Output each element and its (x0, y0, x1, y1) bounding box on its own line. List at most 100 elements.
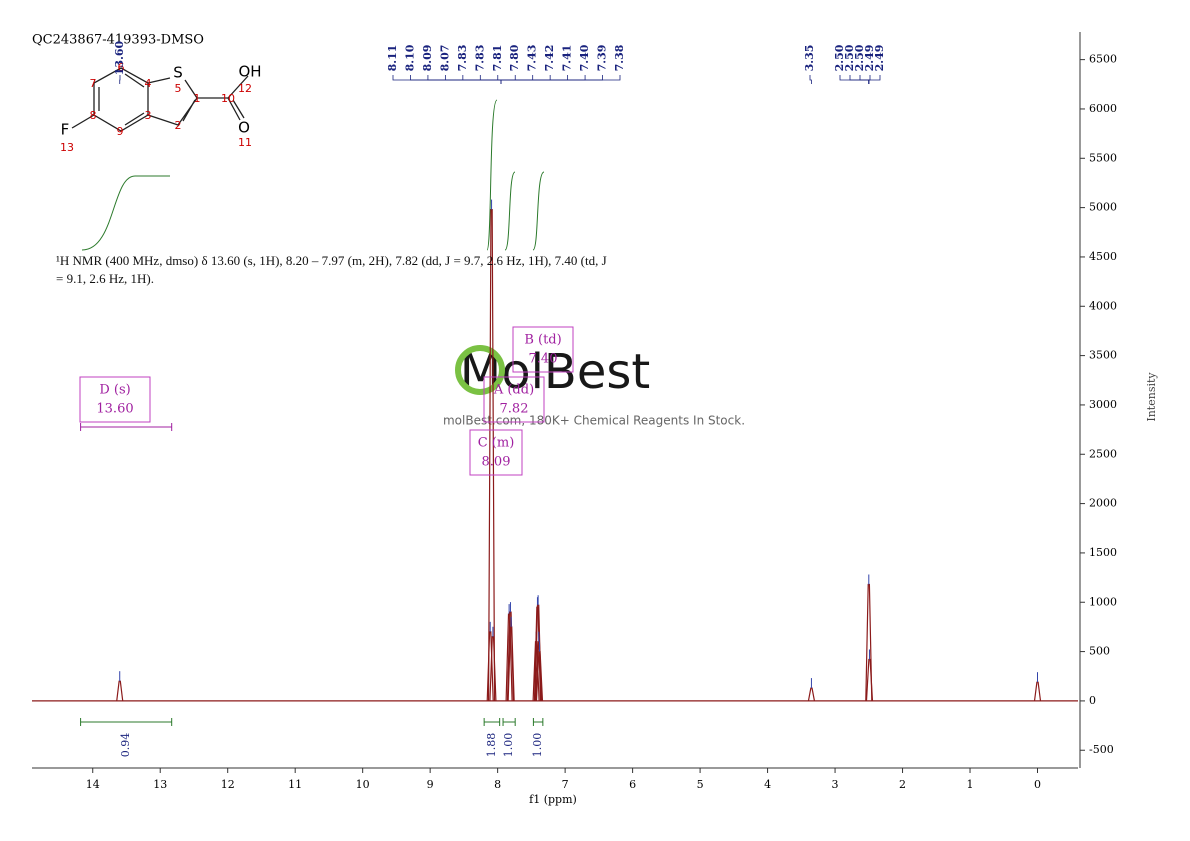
y-tick-label: 0 (1089, 694, 1096, 707)
y-tick-label: 6500 (1089, 53, 1117, 66)
peak-label-connector (500, 75, 621, 84)
x-axis-label: f1 (ppm) (529, 793, 577, 806)
x-tick-label: 12 (221, 778, 235, 791)
peak-label: 7.80 (508, 44, 521, 71)
multiplet-box (483, 376, 545, 423)
peak-label-connector (839, 75, 870, 84)
peak-label-connector (849, 75, 870, 84)
peak-label-connector (497, 75, 502, 84)
peak-label: 2.50 (833, 44, 846, 71)
atom-number: 9 (117, 125, 124, 138)
integral-range (532, 718, 544, 726)
peak (507, 626, 515, 701)
atom-number: 10 (221, 92, 235, 105)
peak-label: 7.81 (491, 45, 504, 72)
x-tick-label: 13 (153, 778, 167, 791)
atom-number: 11 (238, 136, 252, 149)
atom-number: 6 (118, 61, 125, 74)
integral-range (80, 718, 173, 726)
peak-label-connector (392, 75, 502, 84)
atom-number: 1 (194, 92, 201, 105)
integral-value: 1.88 (485, 733, 498, 758)
atom-number: 5 (175, 82, 182, 95)
peak-label: 2.50 (843, 44, 856, 71)
peak-label-connector (500, 75, 516, 84)
peak-label: 3.35 (803, 45, 816, 72)
peak-label: 7.83 (473, 45, 486, 72)
peak (535, 650, 544, 701)
peak-label-connector (500, 75, 551, 84)
atom-label: OH (238, 63, 261, 81)
peak (489, 636, 497, 701)
integral-range (483, 718, 501, 726)
y-tick-label: 5000 (1089, 201, 1117, 214)
x-tick-label: 14 (86, 778, 100, 791)
atom-number: 13 (60, 141, 74, 154)
peak-label-connector (809, 75, 812, 84)
peak-label: 8.09 (421, 45, 434, 72)
title: QC243867-419393-DMSO (32, 33, 204, 48)
x-tick-label: 9 (427, 778, 434, 791)
atom-number: 8 (90, 109, 97, 122)
multiplet-shift: 7.40 (529, 352, 558, 367)
y-tick-label: 5500 (1089, 151, 1117, 164)
atom-number: 7 (90, 77, 97, 90)
y-tick-label: 2000 (1089, 497, 1117, 510)
multiplet-box (469, 429, 523, 476)
x-tick-label: 10 (356, 778, 370, 791)
x-tick-label: 6 (629, 778, 636, 791)
peak (807, 687, 816, 702)
y-tick-label: 6000 (1089, 102, 1117, 115)
x-tick-label: 2 (899, 778, 906, 791)
multiplet-label: C (m) (478, 436, 515, 451)
peak (1033, 681, 1042, 701)
peak-label: 7.39 (596, 45, 609, 72)
peak-label: 7.38 (613, 44, 626, 71)
nmr-description: ¹H NMR (400 MHz, dmso) δ 13.60 (s, 1H), … (56, 253, 607, 286)
multiplet-shift: 13.60 (96, 402, 133, 417)
y-tick-label: 1000 (1089, 595, 1117, 608)
peak-label: 8.10 (403, 44, 416, 71)
y-tick-label: 1500 (1089, 546, 1117, 559)
integral-value: 1.00 (502, 733, 515, 758)
peak-label: 13.60 (113, 40, 126, 75)
x-tick-label: 4 (764, 778, 771, 791)
multiplet-shift: 7.82 (500, 402, 529, 417)
multiplet-label: D (s) (99, 383, 130, 398)
y-tick-label: 3500 (1089, 349, 1117, 362)
x-tick-label: 11 (288, 778, 302, 791)
peak-label: 7.41 (561, 45, 574, 72)
y-tick-label: 500 (1089, 645, 1110, 658)
x-tick-label: 0 (1034, 778, 1041, 791)
multiplet-box (79, 376, 151, 423)
y-axis-label: Intensity (1145, 372, 1158, 422)
peak-label: 2.50 (853, 44, 866, 71)
x-tick-label: 1 (967, 778, 974, 791)
peak-label: 7.43 (526, 45, 539, 72)
peak-label-connector (500, 75, 586, 84)
watermark-logo (455, 345, 505, 395)
multiplet-label: B (td) (524, 333, 561, 348)
integral-value: 1.00 (531, 733, 544, 758)
peak-label: 8.11 (386, 45, 399, 72)
peak-label: 2.49 (873, 45, 886, 72)
multiplet-shift: 8.09 (482, 455, 511, 470)
peak-label: 2.49 (863, 45, 876, 72)
watermark-tagline: molBest.com, 180K+ Chemical Reagents In … (443, 414, 745, 428)
atom-label: O (238, 119, 250, 137)
multiplet-range (80, 423, 173, 431)
x-tick-label: 7 (562, 778, 569, 791)
peak-label: 7.42 (543, 45, 556, 72)
x-tick-label: 3 (832, 778, 839, 791)
integral-curves (81, 99, 545, 251)
peak-label-connector (500, 75, 534, 84)
atom-number: 4 (145, 77, 152, 90)
integral-range (502, 718, 516, 726)
peak (116, 680, 124, 701)
x-tick-label: 5 (697, 778, 704, 791)
y-tick-label: 2500 (1089, 447, 1117, 460)
multiplet-label: A (dd) (493, 383, 534, 398)
y-tick-label: 4000 (1089, 299, 1117, 312)
y-tick-label: -500 (1089, 743, 1114, 756)
